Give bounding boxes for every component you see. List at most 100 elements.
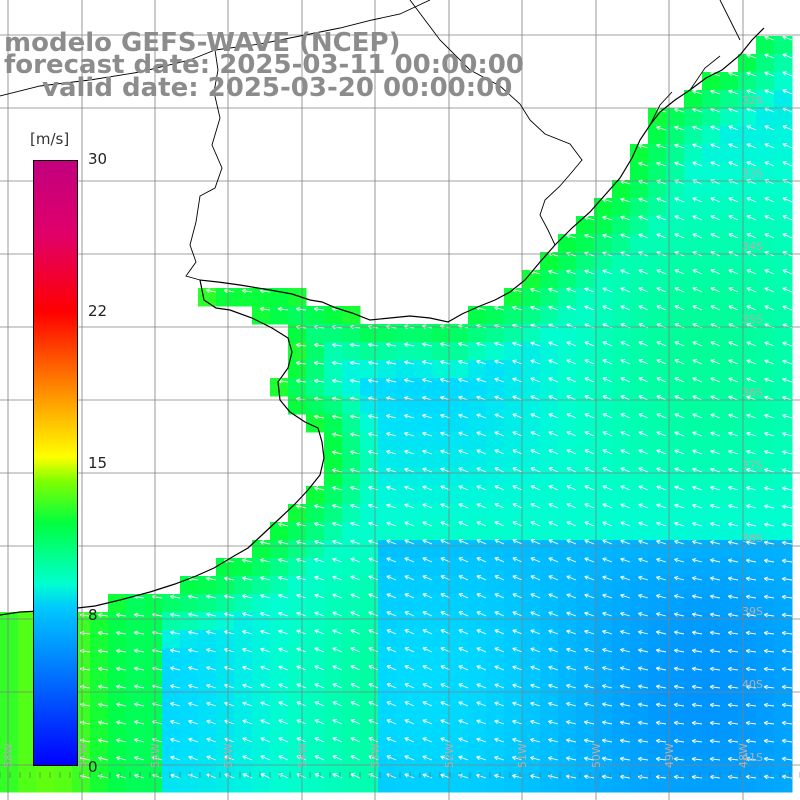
- wind-arrow: [368, 683, 379, 689]
- wind-arrow: [296, 737, 307, 743]
- wind-cell: [540, 342, 559, 361]
- wind-arrow: [655, 666, 667, 671]
- wind-arrow: [727, 540, 739, 545]
- wind-arrow: [530, 413, 541, 419]
- wind-arrow: [260, 629, 271, 635]
- wind-cell: [486, 450, 505, 469]
- wind-cell: [612, 774, 631, 793]
- wind-arrow: [386, 539, 397, 545]
- wind-arrow: [422, 755, 433, 761]
- wind-arrow: [422, 647, 433, 653]
- wind-cell: [702, 612, 721, 631]
- wind-arrow: [115, 666, 127, 672]
- wind-arrow: [728, 233, 739, 239]
- wind-arrow: [781, 576, 793, 582]
- wind-cell: [504, 648, 523, 667]
- wind-cell: [450, 630, 469, 649]
- wind-arrow: [260, 773, 271, 779]
- wind-cell: [576, 234, 595, 253]
- wind-cell: [504, 702, 523, 721]
- wind-arrow: [350, 521, 361, 527]
- wind-cell: [540, 666, 559, 685]
- wind-cell: [378, 594, 397, 613]
- wind-arrow: [673, 720, 685, 726]
- wind-arrow: [367, 378, 379, 383]
- wind-cell: [720, 342, 739, 361]
- wind-arrow: [638, 593, 649, 599]
- wind-cell: [468, 738, 487, 757]
- wind-cell: [18, 702, 37, 721]
- wind-arrow: [512, 575, 523, 581]
- wind-arrow: [745, 702, 757, 708]
- wind-cell: [558, 684, 577, 703]
- wind-arrow: [386, 647, 397, 653]
- wind-cell: [450, 666, 469, 685]
- wind-cell: [612, 252, 631, 271]
- wind-arrow: [674, 395, 685, 401]
- wind-cell: [414, 360, 433, 379]
- wind-cell: [522, 306, 541, 325]
- wind-cell: [720, 144, 739, 163]
- wind-cell: [684, 90, 703, 109]
- wind-cell: [450, 702, 469, 721]
- wind-cell: [450, 414, 469, 433]
- wind-arrow: [368, 737, 379, 743]
- wind-arrow: [170, 773, 181, 779]
- wind-cell: [522, 684, 541, 703]
- wind-arrow: [764, 89, 775, 95]
- wind-arrow: [421, 360, 433, 365]
- wind-arrow: [727, 684, 739, 690]
- wind-cell: [540, 774, 559, 793]
- wind-cell: [468, 342, 487, 361]
- wind-cell: [108, 612, 127, 631]
- wind-arrow: [583, 756, 595, 761]
- wind-arrow: [727, 720, 739, 726]
- wind-cell: [648, 162, 667, 181]
- wind-cell: [720, 540, 739, 559]
- coastline-path: [0, 27, 765, 616]
- wind-arrow: [619, 684, 631, 689]
- wind-cell: [342, 648, 361, 667]
- wind-cell: [450, 540, 469, 559]
- wind-arrow: [494, 395, 505, 401]
- wind-arrow: [781, 468, 793, 473]
- wind-cell: [558, 540, 577, 559]
- lat-label: 37S: [742, 459, 763, 472]
- wind-cell: [522, 522, 541, 541]
- wind-arrow: [764, 287, 775, 293]
- wind-cell: [666, 108, 685, 127]
- wind-cell: [450, 558, 469, 577]
- wind-arrow: [440, 503, 451, 509]
- wind-cell: [576, 216, 595, 235]
- wind-arrow: [530, 611, 541, 617]
- wind-arrow: [313, 342, 325, 348]
- wind-arrow: [133, 666, 145, 671]
- wind-arrow: [764, 395, 775, 401]
- wind-arrow: [566, 269, 577, 275]
- wind-cell: [558, 234, 577, 253]
- wind-arrow: [656, 125, 667, 131]
- wind-cell: [576, 612, 595, 631]
- wind-arrow: [422, 485, 433, 491]
- wind-cell: [252, 288, 271, 307]
- lat-label: 32S: [742, 94, 763, 107]
- wind-cell: [630, 288, 649, 307]
- wind-cell: [396, 666, 415, 685]
- wind-cell: [234, 666, 253, 685]
- wind-arrow: [512, 701, 523, 707]
- wind-arrow: [727, 738, 739, 744]
- wind-cell: [648, 648, 667, 667]
- wind-arrow: [332, 521, 343, 527]
- wind-arrow: [512, 521, 523, 527]
- wind-arrow: [692, 143, 703, 149]
- wind-arrow: [764, 71, 775, 77]
- wind-cell: [774, 612, 793, 631]
- wind-cell: [684, 702, 703, 721]
- wind-cell: [252, 720, 271, 739]
- wind-arrow: [422, 737, 433, 743]
- wind-arrow: [602, 521, 613, 527]
- wind-arrow: [404, 611, 415, 617]
- wind-arrow: [169, 630, 181, 635]
- wind-cell: [612, 414, 631, 433]
- wind-arrow: [494, 539, 505, 545]
